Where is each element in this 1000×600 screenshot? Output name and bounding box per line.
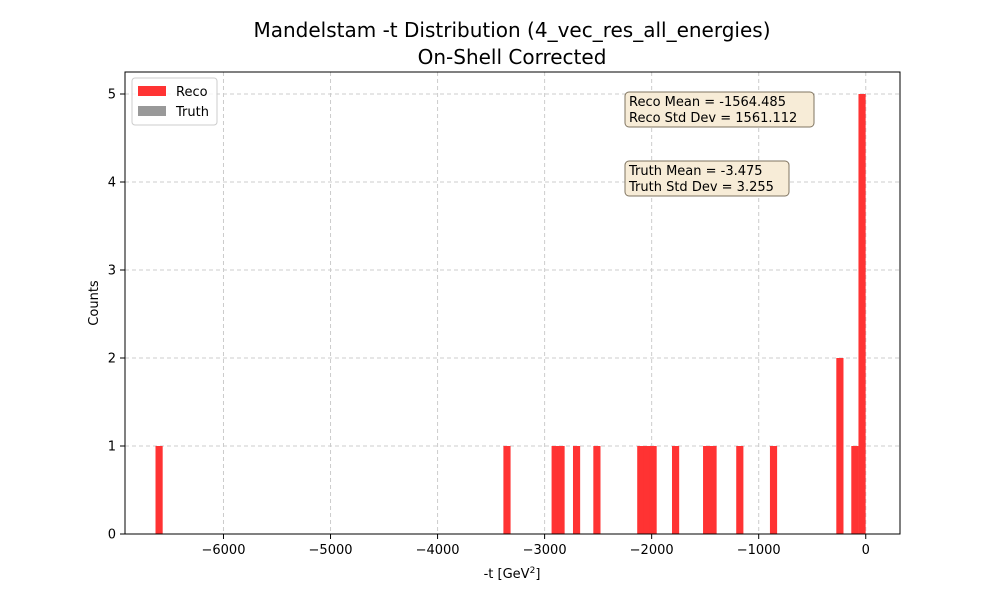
x-tick-label-3: −3000 — [523, 543, 567, 558]
y-axis-ticks: 0 1 2 3 4 5 — [108, 88, 125, 543]
x-tick-label-6: 0 — [862, 543, 870, 558]
legend-label-reco: Reco — [176, 85, 208, 100]
y-tick-label-2: 2 — [108, 352, 116, 367]
bar-reco-15 — [851, 446, 859, 534]
x-tick-label-0: −6000 — [201, 543, 245, 558]
y-tick-label-3: 3 — [108, 264, 116, 279]
bar-reco-7 — [643, 446, 651, 534]
bar-reco-4 — [572, 446, 581, 534]
reco-std-text: Reco Std Dev = 1561.112 — [629, 111, 797, 126]
y-tick-label-0: 0 — [108, 528, 116, 543]
bar-reco-14 — [836, 358, 844, 534]
plot-frame — [124, 71, 901, 535]
histogram-bars — [155, 94, 866, 534]
bar-reco-9 — [671, 446, 680, 534]
x-tick-label-2: −4000 — [416, 543, 460, 558]
bar-reco-13 — [769, 446, 778, 534]
x-tick-label-1: −5000 — [309, 543, 353, 558]
truth-std-text: Truth Std Dev = 3.255 — [628, 180, 774, 195]
bar-reco-0 — [155, 446, 163, 534]
bar-reco-12 — [736, 446, 744, 534]
bar-reco-1 — [503, 446, 511, 534]
truth-mean-text: Truth Mean = -3.475 — [628, 164, 763, 179]
bar-reco-5 — [593, 446, 601, 534]
truth-stats-box: Truth Mean = -3.475 Truth Std Dev = 3.25… — [624, 160, 790, 197]
chart-title-line1: Mandelstam -t Distribution (4_vec_res_al… — [253, 18, 770, 42]
reco-mean-text: Reco Mean = -1564.485 — [629, 95, 786, 110]
legend: Reco Truth — [131, 77, 218, 126]
x-tick-label-5: −1000 — [737, 543, 781, 558]
bar-reco-8 — [649, 446, 657, 534]
y-tick-label-1: 1 — [108, 440, 116, 455]
bar-reco-11 — [709, 446, 717, 534]
bar-reco-16 — [858, 94, 866, 534]
truth-stats-box-frame — [624, 160, 790, 197]
y-tick-label-5: 5 — [108, 88, 116, 103]
y-tick-label-4: 4 — [108, 176, 116, 191]
bar-reco-3 — [557, 446, 565, 534]
bar-reco-2 — [551, 446, 559, 534]
bar-reco-6 — [637, 446, 645, 534]
legend-swatch-reco — [138, 86, 166, 96]
x-tick-label-4: −2000 — [630, 543, 674, 558]
reco-stats-box: Reco Mean = -1564.485 Reco Std Dev = 156… — [624, 91, 815, 128]
legend-label-truth: Truth — [175, 105, 209, 120]
y-axis-label: Counts — [87, 280, 102, 326]
reco-stats-box-frame — [624, 91, 815, 128]
legend-swatch-truth — [138, 106, 166, 116]
bar-reco-10 — [703, 446, 711, 534]
chart-title-line2: On-Shell Corrected — [418, 45, 607, 69]
x-axis-ticks: −6000 −5000 −4000 −3000 −2000 −1000 0 — [201, 534, 870, 558]
x-axis-label: -t [GeV2] — [484, 566, 541, 582]
